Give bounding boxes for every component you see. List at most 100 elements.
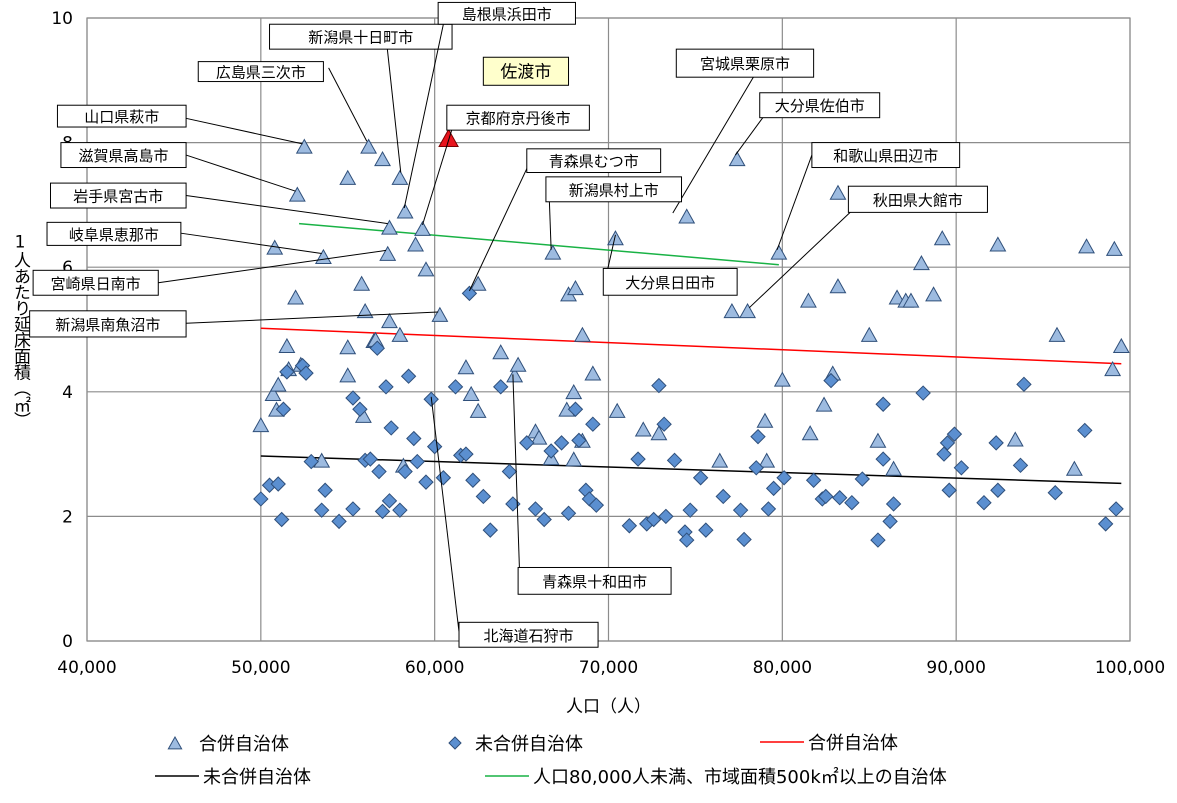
data-point-unmerged: [854, 471, 871, 487]
data-point-unmerged: [352, 401, 368, 417]
data-point-unmerged: [571, 432, 587, 449]
data-point-merged: [728, 151, 746, 167]
data-point-unmerged: [418, 474, 434, 490]
callout-leader: [185, 154, 296, 192]
data-point-unmerged: [406, 430, 422, 447]
data-point-merged: [356, 303, 374, 319]
data-point-unmerged: [875, 396, 891, 412]
callout-label: 滋賀県高島市: [78, 147, 168, 165]
data-point-merged: [417, 261, 435, 277]
data-point-unmerged: [536, 511, 552, 528]
data-point-unmerged: [765, 480, 782, 497]
callout-leader: [186, 195, 388, 225]
data-point-merged: [391, 169, 409, 185]
x-tick-label: 100,000: [1095, 658, 1165, 678]
x-tick-label: 60,000: [405, 658, 464, 678]
callout-label: 和歌山県田辺市: [833, 147, 938, 165]
data-point-merged: [313, 452, 331, 468]
data-point-unmerged: [303, 453, 319, 470]
data-point-unmerged: [885, 496, 902, 512]
callout-box: [32, 269, 159, 296]
data-point-unmerged: [760, 501, 777, 517]
callout-leader: [748, 212, 851, 309]
data-point-merged: [989, 236, 1007, 252]
callout-box: [437, 1, 576, 25]
data-point-merged: [264, 385, 282, 402]
callout-box: [482, 56, 570, 86]
data-point-unmerged: [435, 470, 452, 486]
data-point-unmerged: [378, 379, 394, 395]
data-point-merged: [381, 312, 398, 329]
data-point-unmerged: [553, 435, 570, 451]
data-point-merged: [379, 245, 397, 261]
data-point-merged: [506, 367, 524, 383]
data-point-unmerged: [818, 488, 834, 505]
callout-leader: [385, 36, 402, 173]
data-point-unmerged: [567, 401, 584, 417]
data-point-unmerged: [313, 502, 330, 518]
callout-label: 青森県むつ市: [549, 153, 639, 171]
data-point-unmerged: [253, 491, 269, 507]
callout-box: [545, 176, 683, 203]
data-point-merged: [1104, 360, 1122, 377]
data-point-unmerged: [651, 377, 667, 394]
data-point-merged: [288, 186, 306, 202]
data-point-unmerged: [543, 443, 559, 459]
data-point-merged: [565, 384, 583, 400]
data-point-merged: [1112, 337, 1130, 354]
data-point-unmerged: [482, 522, 499, 538]
data-point-unmerged: [776, 470, 792, 486]
callout-leader: [177, 115, 303, 145]
data-point-merged: [544, 244, 562, 260]
data-point-unmerged: [461, 285, 478, 302]
data-point-merged: [770, 244, 788, 260]
data-point-unmerged: [630, 451, 646, 467]
data-point-unmerged: [823, 372, 839, 389]
data-point-unmerged: [750, 428, 766, 445]
data-point-unmerged: [698, 522, 714, 538]
data-point-merged: [431, 306, 449, 322]
data-point-merged: [801, 425, 819, 441]
data-point-unmerged: [298, 365, 314, 381]
data-point-merged: [723, 303, 741, 319]
data-point-merged: [381, 219, 398, 235]
data-point-unmerged: [946, 426, 963, 442]
callout-label: 岐阜県恵那市: [69, 226, 159, 244]
data-point-merged: [860, 326, 878, 342]
y-axis-title: 1人あたり延床面積（㎡）: [10, 233, 31, 428]
data-point-unmerged: [1097, 516, 1114, 532]
data-point-unmerged: [392, 502, 408, 518]
callout-box: [602, 267, 738, 296]
data-point-unmerged: [1077, 422, 1093, 439]
callout-box: [517, 566, 672, 595]
data-point-merged: [492, 344, 510, 360]
x-tick-label: 90,000: [926, 658, 985, 678]
data-point-merged: [634, 421, 652, 437]
callout-label: 北海道石狩市: [484, 627, 574, 645]
legend-label: 合併自治体: [199, 734, 289, 755]
data-point-merged: [407, 236, 424, 252]
data-point-unmerged: [748, 460, 764, 476]
callout-label: 大分県日田市: [625, 274, 715, 292]
data-point-merged: [565, 451, 583, 467]
data-point-merged: [933, 230, 951, 246]
data-point-merged: [773, 371, 791, 387]
data-point-unmerged: [656, 416, 672, 432]
data-point-merged: [353, 275, 371, 291]
data-point-unmerged: [805, 472, 822, 488]
data-point-unmerged: [369, 340, 386, 356]
data-point-unmerged: [715, 488, 731, 505]
data-point-unmerged: [941, 482, 957, 498]
data-point-unmerged: [732, 502, 749, 518]
data-point-merged: [278, 337, 296, 354]
data-point-merged: [869, 432, 887, 448]
data-point-unmerged: [397, 463, 413, 480]
data-point-merged: [360, 138, 378, 154]
data-point-merged: [509, 356, 527, 372]
callout-box: [269, 23, 453, 50]
data-point-unmerged: [666, 452, 683, 469]
data-point-merged: [902, 292, 920, 308]
